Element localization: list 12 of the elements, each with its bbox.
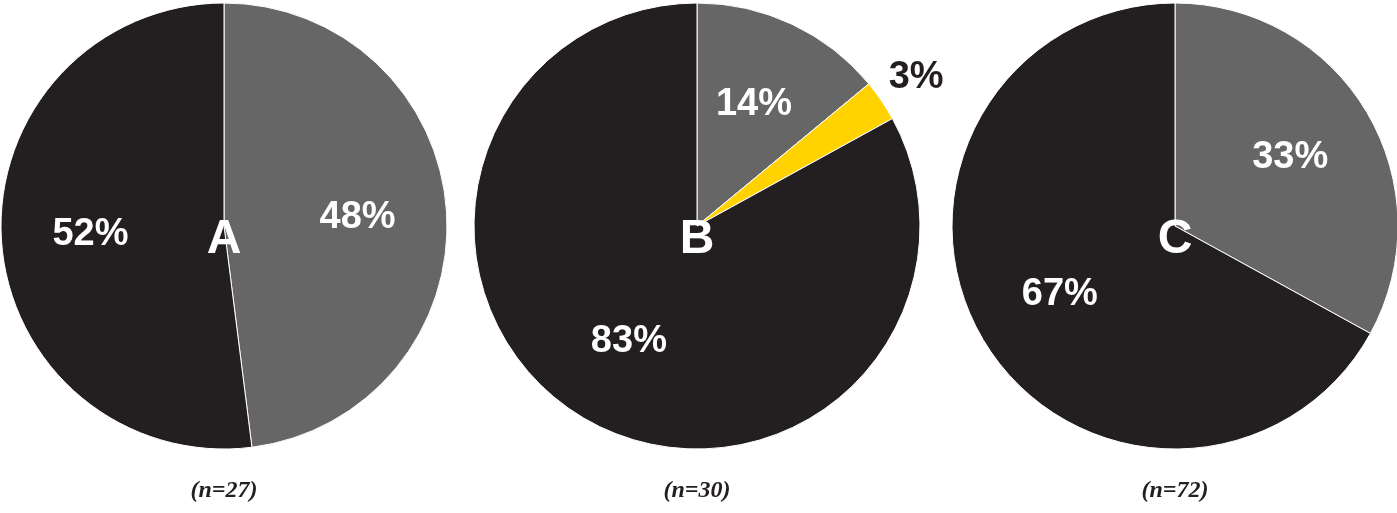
text: C xyxy=(1157,210,1193,264)
data-label: 52% xyxy=(52,210,129,253)
text: (n=30) xyxy=(662,476,732,503)
data-label: 48% xyxy=(319,194,396,237)
data-label: 83% xyxy=(590,317,667,360)
data-label: 67% xyxy=(1021,270,1098,313)
data-label: 14% xyxy=(715,81,792,124)
data-label: 33% xyxy=(1252,134,1329,177)
text: B xyxy=(679,210,715,264)
text: (n=27) xyxy=(189,476,259,503)
data-label: 3% xyxy=(888,53,944,96)
text: (n=72) xyxy=(1140,476,1210,503)
